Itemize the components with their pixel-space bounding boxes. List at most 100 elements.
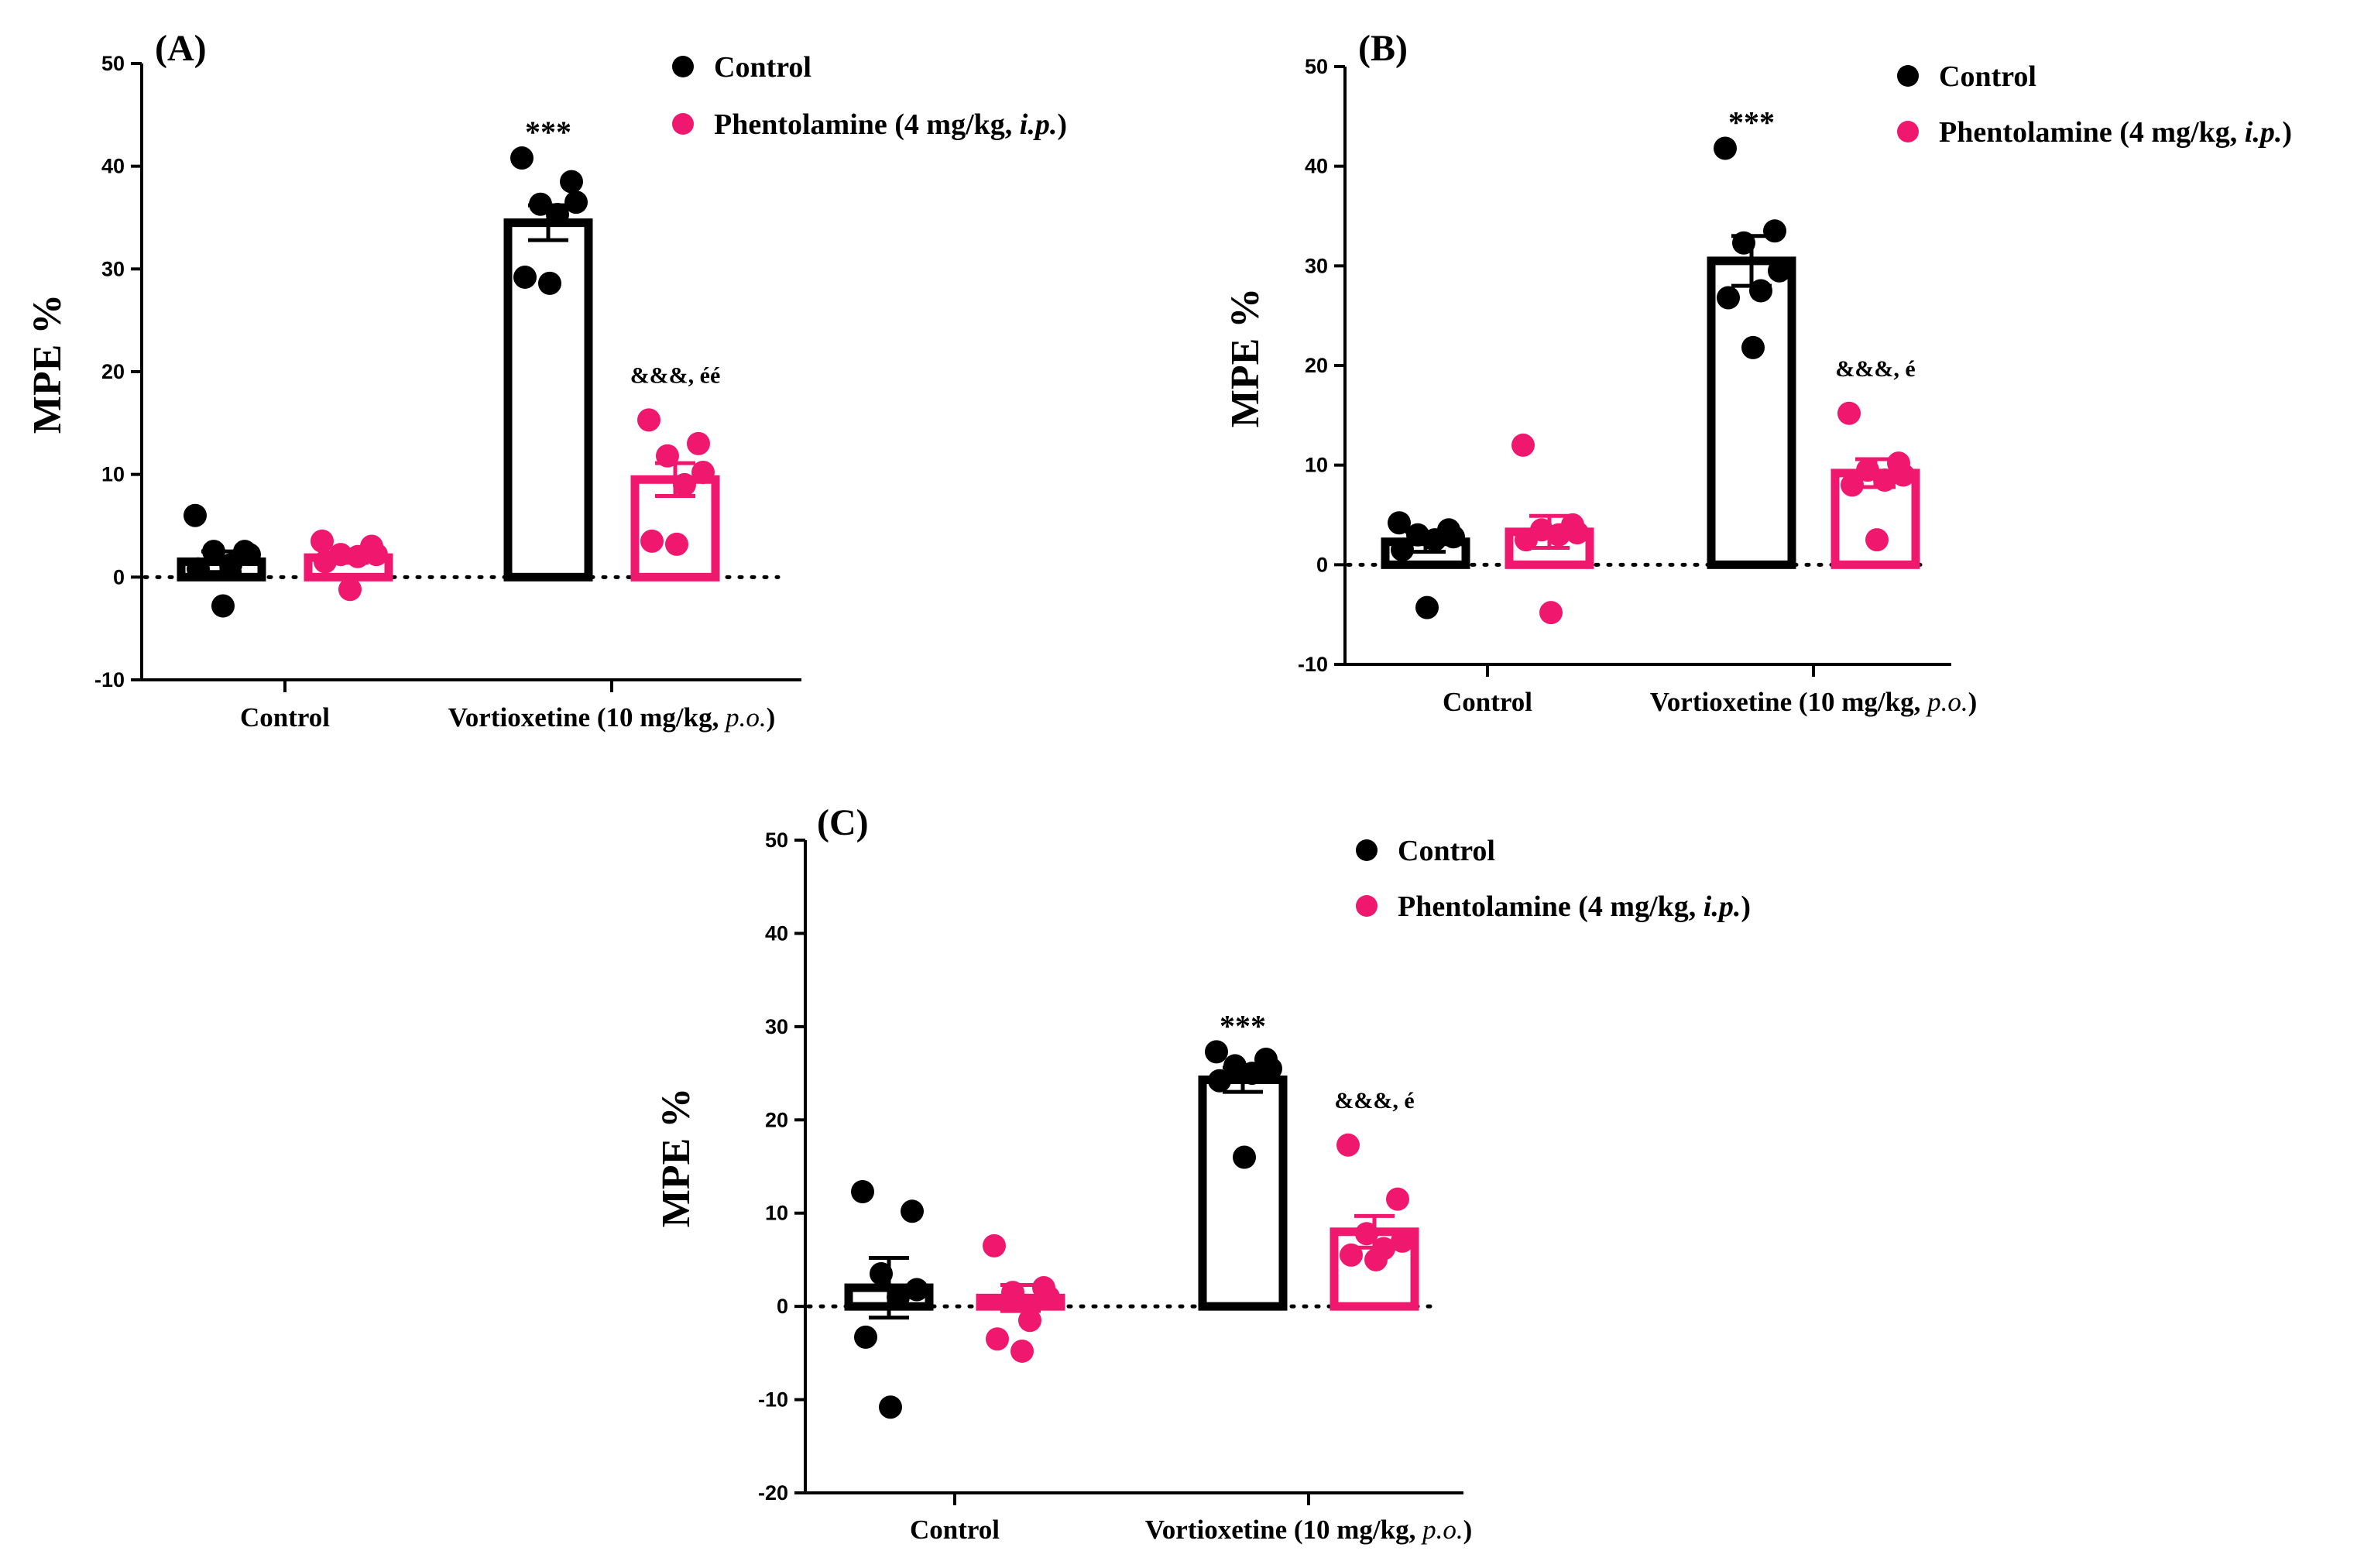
data-point: [1763, 219, 1786, 243]
y-tick-label: 50: [765, 829, 788, 852]
y-tick-label: 20: [101, 360, 125, 383]
significance-label: &&&, éé: [630, 362, 721, 388]
legend-marker-control: [672, 56, 694, 77]
data-point: [879, 1395, 902, 1419]
data-point: [510, 146, 534, 170]
y-tick-label: 50: [1305, 55, 1328, 78]
y-axis-label: MPE %: [654, 1088, 698, 1228]
data-point: [1714, 136, 1737, 160]
plot-area: -10 0 10 20 30 40 50 *** &&&, é: [1298, 55, 1951, 677]
data-point: [1741, 335, 1765, 359]
data-point: [1892, 463, 1915, 487]
legend: Control Phentolamine (4 mg/kg, i.p.): [672, 51, 1067, 141]
significance-label: &&&, é: [1835, 356, 1915, 382]
data-point: [1336, 1133, 1360, 1157]
data-point: [184, 503, 207, 527]
data-point: [1018, 1309, 1041, 1333]
data-point: [1511, 433, 1535, 457]
data-point: [986, 1327, 1009, 1351]
y-tick-label: 10: [101, 463, 125, 486]
significance-label: ***: [525, 115, 571, 149]
data-point: [1539, 601, 1563, 625]
data-point: [538, 271, 561, 295]
x-tick-label-control: Control: [910, 1515, 1000, 1545]
data-point: [1415, 595, 1439, 619]
data-point: [1205, 1040, 1228, 1064]
y-tick-label: -10: [1298, 653, 1328, 676]
data-point: [1233, 1145, 1256, 1169]
legend-marker-phentolamine: [1356, 895, 1378, 917]
data-point: [546, 203, 569, 227]
data-point: [1717, 286, 1740, 310]
y-tick-label: 50: [101, 52, 125, 75]
y-tick-label: 30: [1305, 254, 1328, 277]
significance-label: ***: [1220, 1008, 1266, 1043]
data-point: [1547, 523, 1570, 547]
y-axis-label: MPE %: [1223, 288, 1268, 428]
plot-area: -10 0 10 20 30 40 50 *** &&&, éé: [94, 52, 801, 692]
plot-area: -20 -10 0 10 20 30 40 50 *** &&&, é: [758, 829, 1463, 1505]
data-point: [1388, 511, 1411, 535]
data-point: [1841, 473, 1864, 497]
y-tick-label: 30: [765, 1015, 788, 1038]
legend: Control Phentolamine (4 mg/kg, i.p.): [1356, 835, 1751, 923]
data-point: [1768, 259, 1791, 283]
data-point: [901, 1199, 924, 1223]
x-tick-label-vortioxetine: Vortioxetine (10 mg/kg, p.o.): [1145, 1515, 1473, 1545]
legend-label-control: Control: [1939, 60, 2036, 93]
panel-a: (A) MPE % Control Phentolamine (4 mg/kg,…: [26, 28, 1067, 733]
y-tick-label: 40: [765, 921, 788, 945]
legend-label-phentolamine: Phentolamine (4 mg/kg, i.p.): [714, 108, 1067, 141]
data-point: [983, 1233, 1006, 1257]
y-axis-label: MPE %: [26, 294, 70, 434]
y-tick-label: 0: [1316, 553, 1328, 576]
y-tick-label: -10: [94, 668, 125, 691]
data-point: [365, 543, 388, 567]
x-tick-label-control: Control: [1443, 687, 1532, 717]
legend-label-phentolamine: Phentolamine (4 mg/kg, i.p.): [1398, 890, 1751, 923]
legend-label-control: Control: [1398, 835, 1495, 867]
data-point: [665, 532, 688, 556]
y-tick-label: 40: [101, 155, 125, 178]
data-point: [687, 431, 710, 455]
data-point: [1865, 528, 1889, 552]
legend-label-phentolamine: Phentolamine (4 mg/kg, i.p.): [1939, 116, 2292, 149]
data-point: [513, 265, 537, 289]
panel-b: (B) MPE % Control Phentolamine (4 mg/kg,…: [1223, 28, 2292, 717]
data-point: [851, 1180, 874, 1204]
data-point: [887, 1285, 910, 1309]
panel-label: (A): [155, 28, 207, 69]
y-tick-label: 0: [113, 565, 125, 588]
legend-marker-control: [1356, 839, 1378, 861]
significance-label: ***: [1728, 105, 1775, 140]
panel-label: (B): [1358, 28, 1408, 69]
data-point: [211, 594, 235, 618]
y-tick-label: 40: [1305, 155, 1328, 178]
y-tick-label: 10: [1305, 454, 1328, 477]
y-tick-label: 0: [777, 1295, 788, 1318]
legend-marker-phentolamine: [672, 113, 694, 135]
data-point: [564, 190, 588, 214]
data-point: [1386, 1187, 1409, 1211]
data-point: [338, 578, 362, 602]
data-point: [637, 408, 660, 432]
data-point: [1364, 1247, 1388, 1271]
x-tick-label-vortioxetine: Vortioxetine (10 mg/kg, p.o.): [448, 702, 776, 733]
y-tick-label: 20: [765, 1108, 788, 1131]
data-point: [1259, 1057, 1282, 1081]
data-point: [1391, 538, 1414, 562]
data-point: [1391, 1229, 1414, 1253]
significance-label: &&&, é: [1334, 1088, 1414, 1113]
legend: Control Phentolamine (4 mg/kg, i.p.): [1897, 60, 2292, 149]
x-tick-label-vortioxetine: Vortioxetine (10 mg/kg, p.o.): [1650, 687, 1978, 717]
data-point: [854, 1325, 877, 1349]
data-point: [1837, 401, 1861, 425]
panel-c: (C) MPE % Control Phentolamine (4 mg/kg,…: [654, 802, 1751, 1545]
bar: [1198, 1076, 1288, 1311]
y-tick-label: -20: [758, 1481, 788, 1505]
legend-label-control: Control: [714, 51, 811, 84]
x-tick-label-control: Control: [240, 702, 330, 733]
data-point: [1423, 528, 1446, 552]
y-tick-label: 20: [1305, 354, 1328, 377]
